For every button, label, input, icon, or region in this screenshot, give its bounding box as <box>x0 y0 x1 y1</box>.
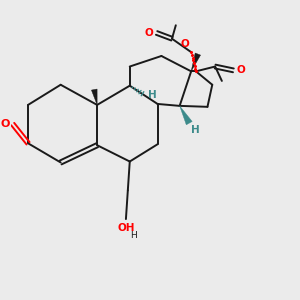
Polygon shape <box>180 106 192 125</box>
Text: O: O <box>236 65 245 75</box>
Text: H: H <box>148 90 157 100</box>
Text: H: H <box>191 125 200 135</box>
Text: O: O <box>145 28 154 38</box>
Polygon shape <box>191 53 201 71</box>
Text: O: O <box>181 39 189 49</box>
Polygon shape <box>92 89 97 105</box>
Text: OH: OH <box>117 223 135 233</box>
Text: O: O <box>0 119 10 129</box>
Text: H: H <box>130 231 136 240</box>
